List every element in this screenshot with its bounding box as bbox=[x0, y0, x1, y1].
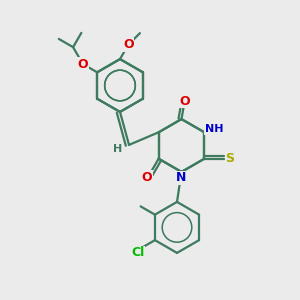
Text: O: O bbox=[179, 95, 190, 108]
Text: S: S bbox=[225, 152, 234, 165]
Text: Cl: Cl bbox=[131, 246, 144, 260]
Text: N: N bbox=[176, 171, 187, 184]
Text: H: H bbox=[113, 144, 122, 154]
Text: NH: NH bbox=[205, 124, 223, 134]
Text: O: O bbox=[141, 171, 152, 184]
Text: O: O bbox=[123, 38, 134, 51]
Text: O: O bbox=[77, 58, 88, 70]
